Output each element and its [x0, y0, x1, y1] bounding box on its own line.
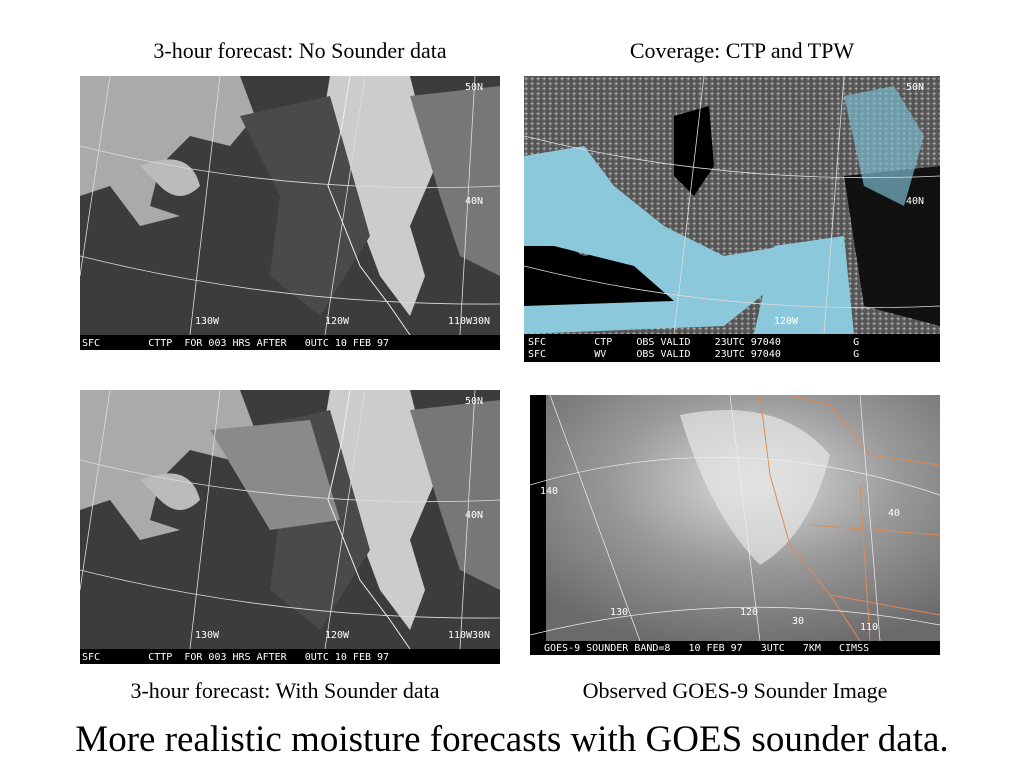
cloud — [80, 390, 255, 540]
grid-line — [459, 76, 476, 336]
caption: 3-hour forecast: With Sounder data — [130, 678, 440, 703]
no-data — [674, 106, 714, 196]
cloud — [410, 400, 500, 590]
map-label: 140 — [540, 486, 558, 497]
grid-line — [80, 145, 500, 189]
grid-line — [80, 255, 500, 305]
no-data — [844, 166, 940, 326]
map-label: 40 — [888, 508, 900, 519]
grid-line — [80, 459, 500, 503]
cloud — [140, 473, 200, 510]
grid-line — [859, 395, 881, 642]
cloud — [320, 76, 440, 316]
map-label: 120W — [325, 316, 350, 327]
grid-line — [80, 569, 500, 619]
map-label: 120W — [774, 316, 799, 327]
tpw — [524, 146, 784, 334]
map-footer: SFC CTTP FOR 003 HRS AFTER 0UTC 10 FEB 9… — [82, 338, 389, 349]
cloud — [210, 420, 340, 530]
tpw — [844, 86, 924, 206]
map-label: 110W — [448, 630, 473, 641]
summary: More realistic moisture forecasts with G… — [75, 719, 949, 760]
caption: Observed GOES-9 Sounder Image — [582, 678, 888, 703]
map-label: 30N — [472, 630, 490, 641]
grid-line — [823, 76, 845, 335]
grid-line — [524, 265, 940, 309]
satellite-image: 140 130 120 110 40 30 GOES-9 SOUNDER BAND=8 10… — [530, 395, 940, 655]
caption: Coverage: CTP and TPW — [629, 38, 855, 63]
map-label: 50N — [906, 82, 924, 93]
forecast-map: 50N 40N 130W 120W 110W 30N SFC CTTP FOR 003 HR… — [80, 76, 500, 350]
map-label: 50N — [465, 396, 483, 407]
grid-line — [673, 76, 705, 335]
map-label: 50N — [465, 82, 483, 93]
map-footer: SFC WV OBS VALID 23UTC 97040 G — [528, 349, 859, 360]
grid-line — [530, 456, 940, 496]
grid-line — [80, 390, 111, 591]
grid-line — [524, 135, 940, 179]
border — [789, 395, 940, 466]
map-label: 40N — [906, 196, 924, 207]
tpw — [754, 236, 854, 334]
border — [759, 395, 861, 642]
map-label: 120 — [740, 607, 758, 618]
border — [859, 484, 871, 642]
grid-line — [324, 390, 366, 650]
grid-line — [530, 606, 940, 636]
edge — [530, 395, 546, 641]
footer-bar — [80, 649, 500, 664]
map-label: 40N — [465, 510, 483, 521]
grid-line — [549, 395, 641, 642]
map-footer: SFC CTP OBS VALID 23UTC 97040 G — [528, 337, 859, 348]
forecast-map: 50N 40N 130W 120W 110W 30N SFC CTTP FOR 003 HR… — [80, 390, 500, 664]
footer-bar — [524, 334, 940, 362]
coast — [327, 390, 411, 650]
haze — [240, 96, 370, 316]
grid-line — [189, 390, 221, 650]
caption: 3-hour forecast: No Sounder data — [153, 38, 447, 63]
grid-line — [729, 395, 761, 642]
map-label: 130W — [195, 630, 220, 641]
map-label: 110 — [860, 622, 878, 633]
map-label: 30N — [472, 316, 490, 327]
map-label: 130W — [195, 316, 220, 327]
cloud — [80, 76, 255, 226]
map-label: 30 — [792, 616, 804, 627]
coast — [327, 76, 411, 336]
cloud — [680, 410, 830, 565]
map-footer: GOES-9 SOUNDER BAND=8 10 FEB 97 3UTC 7KM… — [544, 643, 869, 654]
cloud — [320, 390, 440, 630]
map-label: 40N — [465, 196, 483, 207]
border — [829, 594, 940, 616]
grid-line — [189, 76, 221, 336]
border — [809, 524, 940, 536]
footer-bar — [80, 335, 500, 350]
map-footer: SFC CTTP FOR 003 HRS AFTER 0UTC 10 FEB 9… — [82, 652, 389, 663]
grid-line — [324, 76, 366, 336]
map-label: 130 — [610, 607, 628, 618]
map-label: 120W — [325, 630, 350, 641]
map-label: 110W — [448, 316, 473, 327]
cloud — [140, 159, 200, 196]
grid-line — [459, 390, 476, 650]
cloud — [410, 86, 500, 276]
footer-bar — [530, 641, 940, 655]
grid-line — [80, 76, 111, 277]
